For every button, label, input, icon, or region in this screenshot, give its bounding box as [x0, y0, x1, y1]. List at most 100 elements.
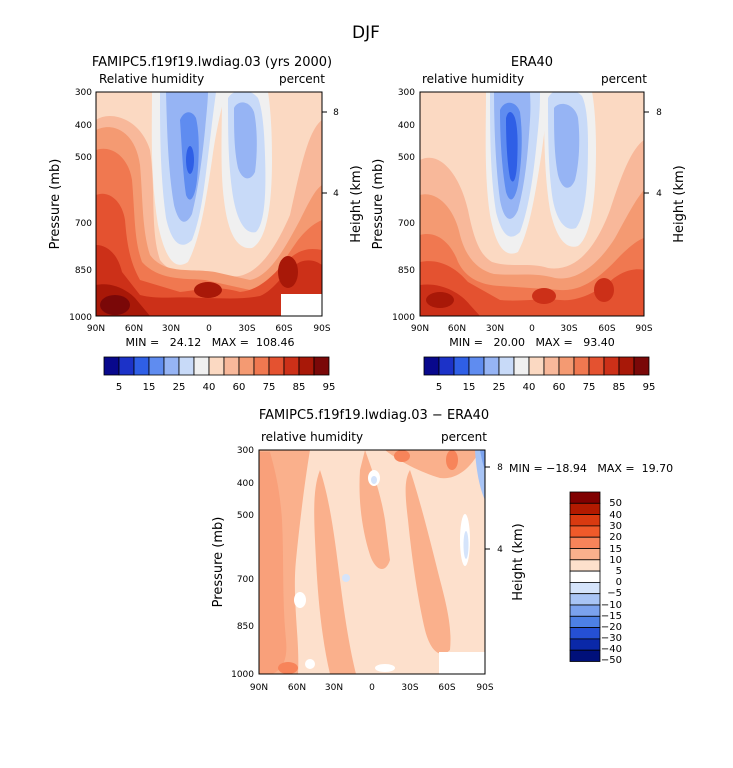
y-right-tick: 8 — [333, 108, 339, 118]
colorbar-swatch — [208, 356, 225, 376]
colorbar-swatch — [253, 356, 270, 376]
colorbar-swatch — [569, 536, 601, 549]
panel-model-ylabel: Pressure (mb) — [48, 159, 63, 250]
colorbar-swatch — [268, 356, 285, 376]
colorbar-swatch — [543, 356, 560, 376]
panel-obs-colorbar: 5 15 25 40 60 75 85 95 — [423, 356, 656, 393]
y-tick: 400 — [75, 121, 92, 131]
colorbar-swatch — [633, 356, 650, 376]
colorbar-boxes — [103, 356, 330, 376]
colorbar-swatch — [569, 649, 601, 662]
y-tick: 1000 — [392, 313, 415, 323]
colorbar-label: −40 — [601, 644, 622, 655]
colorbar-labels: 5 15 25 40 60 75 85 95 — [116, 382, 336, 393]
colorbar-swatch — [298, 356, 315, 376]
colorbar-swatch — [569, 491, 601, 504]
panel-diff-frame — [258, 449, 486, 675]
colorbar-label: 5 — [616, 566, 622, 577]
panel-model-minmax: MIN = 24.12 MAX = 108.46 — [126, 336, 295, 349]
colorbar-swatch — [569, 502, 601, 515]
colorbar-swatch — [148, 356, 165, 376]
panel-obs-ylabel: Pressure (mb) — [371, 159, 386, 250]
x-tick: 30N — [162, 324, 180, 334]
colorbar-swatch — [588, 356, 605, 376]
colorbar-swatch — [513, 356, 530, 376]
x-tick: 30S — [238, 324, 255, 334]
colorbar-labels: 5 15 25 40 60 75 85 95 — [436, 382, 656, 393]
y-tick: 1000 — [231, 670, 254, 680]
x-tick: 60S — [598, 324, 615, 334]
colorbar-label: 25 — [173, 382, 186, 393]
colorbar-label: −30 — [601, 633, 622, 644]
colorbar-swatch — [238, 356, 255, 376]
x-tick: 60N — [448, 324, 466, 334]
colorbar-label: 30 — [609, 521, 622, 532]
colorbar-swatch — [498, 356, 515, 376]
panel-obs-y-ticks: 300 400 500 700 850 1000 — [392, 88, 415, 323]
panel-model-units-label: percent — [279, 72, 325, 86]
colorbar-label: 95 — [323, 382, 336, 393]
panel-model-frame — [95, 91, 323, 317]
panel-obs-title: ERA40 — [511, 55, 553, 70]
panel-model-x-ticks: 90N 60N 30N 0 30S 60S 90S — [87, 324, 331, 334]
colorbar-label: 40 — [609, 510, 622, 521]
colorbar-label: −5 — [607, 588, 622, 599]
colorbar-swatch — [118, 356, 135, 376]
panel-obs-contours — [420, 92, 644, 316]
colorbar-swatch — [423, 356, 440, 376]
colorbar-label: 95 — [643, 382, 656, 393]
panel-model: FAMIPC5.f19f19.lwdiag.03 (yrs 2000) Rela… — [48, 55, 364, 393]
colorbar-swatch — [558, 356, 575, 376]
colorbar-boxes — [569, 491, 601, 662]
y-tick: 1000 — [69, 313, 92, 323]
x-tick: 60S — [438, 683, 455, 693]
colorbar-label: 75 — [583, 382, 596, 393]
main-title: DJF — [352, 23, 380, 43]
y-tick: 300 — [237, 446, 254, 456]
x-tick: 30S — [560, 324, 577, 334]
y-tick: 700 — [237, 575, 254, 585]
colorbar-label: 25 — [493, 382, 506, 393]
colorbar-swatch — [569, 638, 601, 651]
colorbar-label: 60 — [233, 382, 246, 393]
x-tick: 60N — [125, 324, 143, 334]
x-tick: 30N — [486, 324, 504, 334]
x-tick: 30N — [325, 683, 343, 693]
y-right-tick: 4 — [656, 189, 662, 199]
y-right-tick: 4 — [333, 189, 339, 199]
colorbar-boxes — [423, 356, 650, 376]
colorbar-label: 10 — [609, 555, 622, 566]
panel-diff-minmax: MIN = −18.94 MAX = 19.70 — [509, 462, 673, 475]
colorbar-swatch — [283, 356, 300, 376]
y-tick: 700 — [398, 219, 415, 229]
y-right-tick: 8 — [497, 463, 503, 473]
y-right-tick: 4 — [497, 545, 503, 555]
colorbar-swatch — [569, 525, 601, 538]
colorbar-label: 15 — [609, 544, 622, 555]
x-tick: 90N — [250, 683, 268, 693]
x-tick: 60S — [275, 324, 292, 334]
y-tick: 400 — [398, 121, 415, 131]
y-right-tick: 8 — [656, 108, 662, 118]
x-tick: 30S — [401, 683, 418, 693]
colorbar-label: −10 — [601, 600, 622, 611]
panel-model-colorbar: 5 15 25 40 60 75 85 95 — [103, 356, 336, 393]
colorbar-swatch — [569, 559, 601, 572]
colorbar-swatch — [223, 356, 240, 376]
panel-obs-ylabel-right: Height (km) — [672, 165, 687, 242]
panel-diff-field-label: relative humidity — [261, 430, 363, 444]
panel-obs: ERA40 relative humidity percent 90N 60N — [371, 55, 687, 393]
colorbar-swatch — [603, 356, 620, 376]
y-tick: 500 — [398, 153, 415, 163]
colorbar-swatch — [313, 356, 330, 376]
panel-diff-y-ticks: 300 400 500 700 850 1000 — [231, 446, 254, 680]
panel-model-contours — [96, 92, 322, 316]
colorbar-swatch — [103, 356, 120, 376]
panel-model-title: FAMIPC5.f19f19.lwdiag.03 (yrs 2000) — [92, 55, 332, 70]
x-tick: 90N — [411, 324, 429, 334]
panel-obs-units-label: percent — [601, 72, 647, 86]
panel-diff-units-label: percent — [441, 430, 487, 444]
panel-diff-ylabel: Pressure (mb) — [211, 517, 226, 608]
colorbar-swatch — [528, 356, 545, 376]
x-tick: 90S — [313, 324, 330, 334]
